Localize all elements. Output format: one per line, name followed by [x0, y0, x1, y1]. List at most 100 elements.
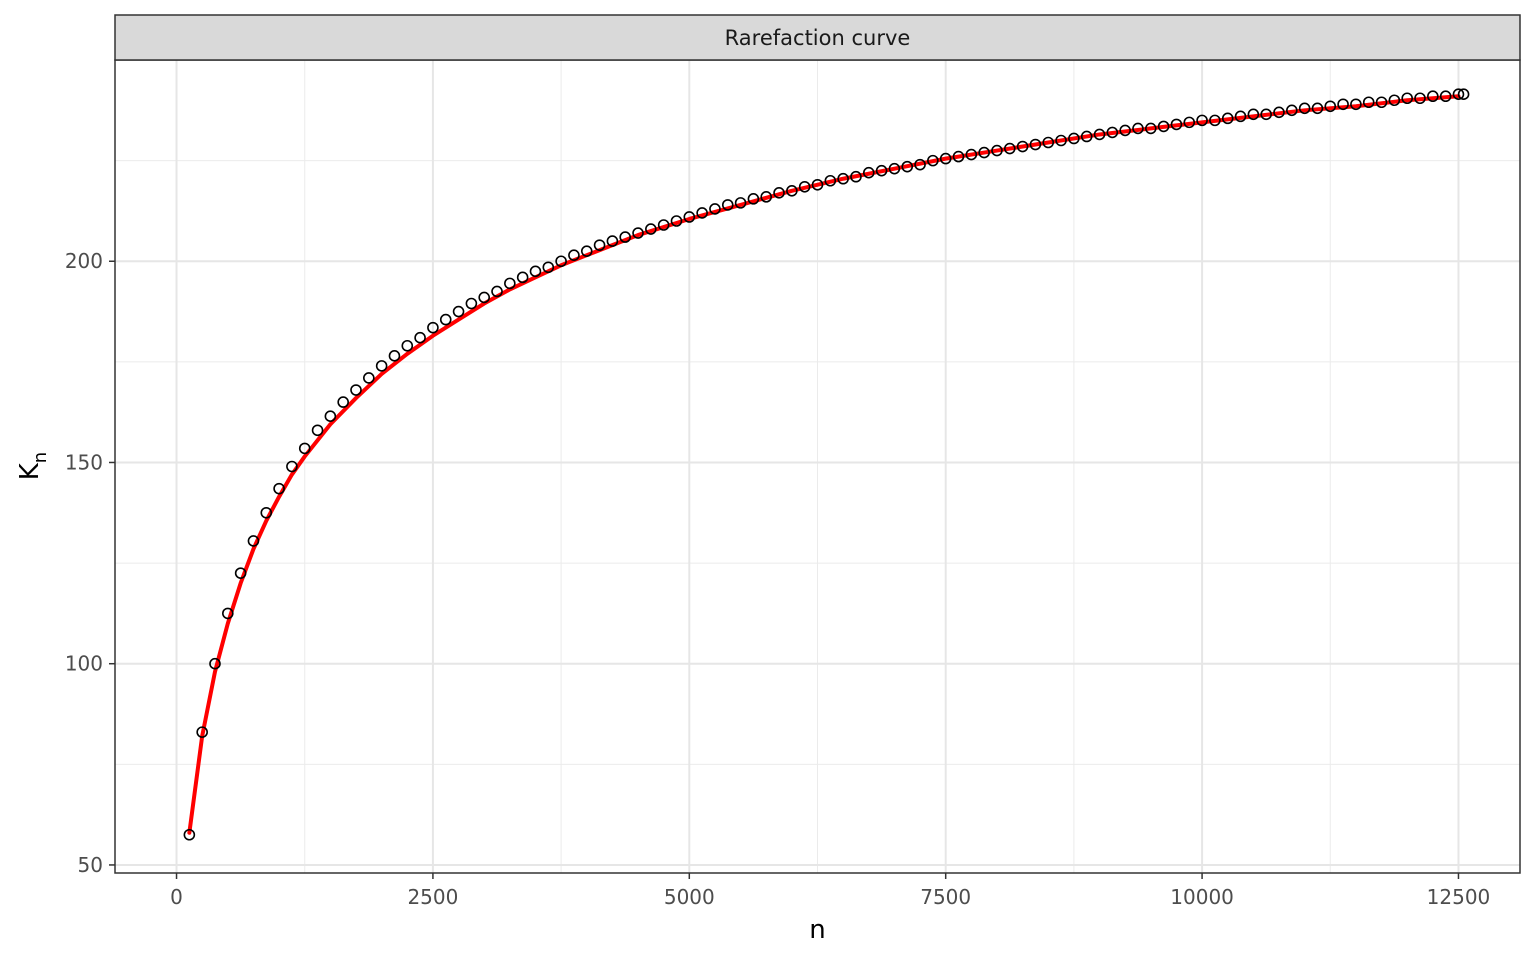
- data-point: [619, 231, 632, 243]
- data-point: [632, 227, 644, 239]
- data-point: [927, 154, 939, 167]
- data-point: [234, 567, 247, 579]
- data-point: [939, 152, 952, 165]
- data-point: [529, 265, 542, 278]
- data-point: [1170, 118, 1183, 131]
- data-point: [1427, 90, 1439, 103]
- data-point: [1145, 122, 1157, 135]
- data-point: [657, 219, 670, 231]
- data-point: [696, 207, 708, 219]
- data-point: [439, 313, 452, 326]
- data-point: [183, 828, 196, 841]
- data-point: [1080, 130, 1093, 143]
- x-tick-label: 12500: [1427, 885, 1491, 909]
- data-point: [1324, 100, 1337, 113]
- data-point: [734, 197, 747, 209]
- data-point: [1260, 108, 1272, 121]
- data-point: [1196, 114, 1208, 127]
- data-point: [1106, 126, 1119, 139]
- data-point: [991, 144, 1003, 157]
- data-point: [850, 170, 862, 183]
- data-point: [260, 506, 273, 519]
- data-point: [798, 180, 811, 193]
- chart-title: Rarefaction curve: [725, 26, 911, 50]
- y-tick-label: 150: [65, 450, 103, 474]
- x-axis-title: n: [809, 915, 825, 945]
- data-point: [1234, 110, 1247, 123]
- facet-strip: [114, 14, 1521, 61]
- x-tick-label: 5000: [664, 885, 715, 909]
- data-point: [1452, 88, 1465, 101]
- data-point: [542, 261, 555, 274]
- data-point: [1439, 90, 1452, 103]
- data-point: [504, 277, 516, 290]
- data-point: [773, 187, 785, 199]
- data-point: [1247, 108, 1260, 121]
- y-axis-title-subscript: n: [30, 452, 51, 463]
- data-point: [837, 172, 849, 185]
- data-point: [298, 442, 311, 455]
- minor-gridlines: [115, 60, 1520, 873]
- x-tick-label: 0: [170, 885, 183, 909]
- data-point: [555, 255, 567, 268]
- data-point: [1068, 132, 1080, 145]
- data-point: [375, 360, 388, 372]
- data-point: [388, 350, 401, 362]
- data-point: [1298, 102, 1311, 115]
- data-point: [709, 203, 721, 215]
- data-point: [683, 211, 696, 223]
- data-point: [452, 305, 465, 318]
- data-point: [824, 174, 837, 187]
- data-point: [1286, 104, 1298, 117]
- data-point: [1457, 88, 1470, 101]
- data-point: [465, 297, 478, 310]
- data-point: [888, 162, 901, 175]
- data-point: [196, 726, 208, 738]
- data-point: [670, 215, 683, 227]
- data-point: [1029, 138, 1042, 151]
- observed-points: [183, 88, 1470, 841]
- data-point: [1375, 96, 1388, 109]
- data-point: [247, 535, 260, 547]
- data-point: [978, 146, 990, 159]
- data-point: [1209, 114, 1221, 127]
- x-tick-label: 7500: [920, 885, 971, 909]
- data-point: [786, 185, 798, 197]
- data-point: [875, 164, 888, 177]
- data-point: [491, 285, 503, 298]
- data-point: [350, 384, 362, 396]
- data-point: [1119, 124, 1131, 137]
- data-point: [1337, 98, 1349, 111]
- data-point: [1042, 136, 1055, 149]
- data-point: [478, 291, 491, 304]
- data-point: [363, 372, 375, 384]
- data-point: [862, 166, 875, 179]
- y-tick-label: 50: [78, 853, 103, 877]
- y-axis: 50 100 150 200: [65, 249, 115, 877]
- data-point: [1401, 92, 1413, 105]
- data-point: [811, 178, 824, 191]
- data-point: [645, 223, 657, 235]
- x-tick-label: 2500: [407, 885, 458, 909]
- data-point: [1414, 92, 1426, 105]
- data-point: [286, 460, 298, 473]
- data-point: [901, 160, 914, 173]
- data-point: [1311, 102, 1324, 115]
- data-point: [760, 191, 773, 203]
- data-point: [222, 607, 234, 620]
- data-point: [568, 249, 580, 261]
- data-point: [311, 424, 324, 437]
- y-axis-title: Kn: [15, 452, 51, 480]
- x-axis: 0 2500 5000 7500 10000 12500: [170, 873, 1490, 909]
- data-point: [1273, 106, 1285, 119]
- data-point: [580, 245, 593, 257]
- data-point: [1016, 140, 1029, 153]
- y-tick-label: 100: [65, 652, 103, 676]
- data-point: [401, 339, 414, 352]
- data-point: [1157, 120, 1170, 133]
- y-tick-label: 200: [65, 249, 103, 273]
- data-point: [606, 235, 619, 247]
- y-axis-title-main: K: [15, 462, 45, 480]
- data-point: [273, 482, 285, 495]
